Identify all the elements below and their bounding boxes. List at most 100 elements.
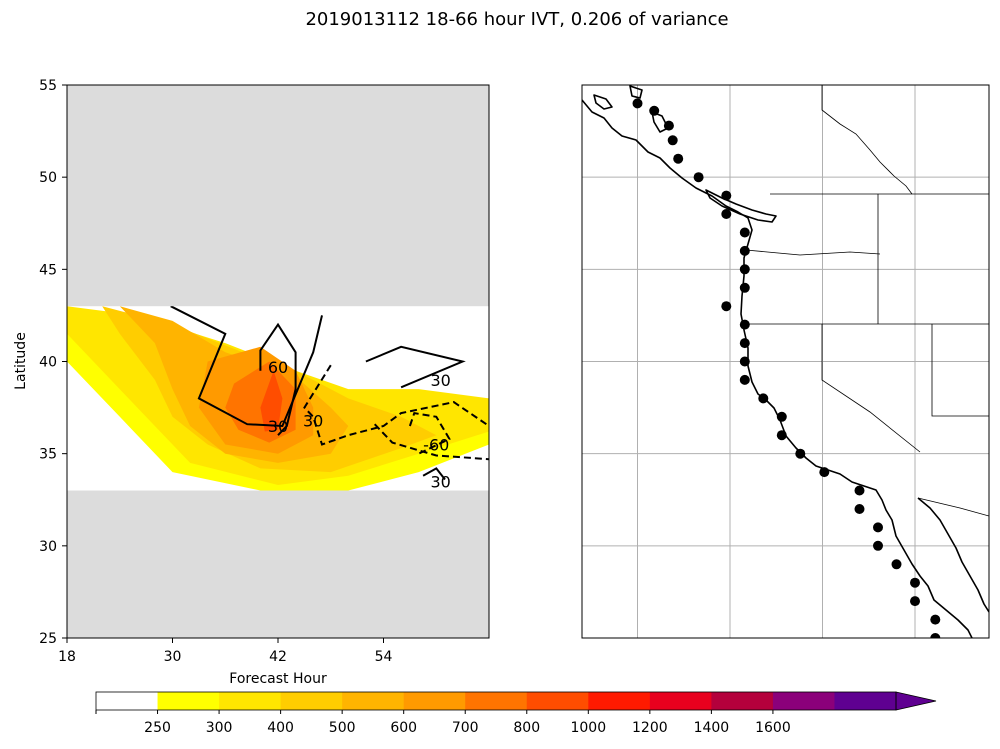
colorbar-tick-label: 600	[390, 720, 417, 736]
contour-labels: 60 30 30 30 30 -60	[268, 358, 451, 491]
colorbar-tick-label: 1400	[694, 720, 730, 736]
y-tick-label: 45	[39, 262, 57, 278]
colorbar-swatch	[526, 692, 589, 710]
x-axis-label: Forecast Hour	[229, 671, 327, 687]
station-marker	[891, 559, 902, 570]
station-marker	[693, 172, 704, 183]
contour-pos-2	[365, 345, 466, 389]
station-marker	[854, 504, 865, 514]
station-markers	[632, 98, 941, 638]
contour-label: 30	[430, 472, 450, 491]
station-marker	[739, 245, 750, 256]
x-tick-label: 30	[164, 649, 182, 665]
station-marker	[819, 467, 830, 478]
station-marker	[910, 596, 920, 607]
station-marker	[776, 411, 787, 422]
political-borders	[744, 85, 989, 517]
colorbar-swatch	[219, 692, 282, 710]
contour-pos-0	[259, 322, 297, 436]
station-marker	[667, 135, 678, 146]
station-marker	[739, 282, 750, 293]
colorbar-swatch	[403, 692, 466, 710]
ivt-band-800	[260, 370, 283, 432]
colorbar-tick-label: 300	[206, 720, 233, 736]
colorbar-tick-label: 400	[267, 720, 294, 736]
station-marker	[873, 540, 883, 551]
y-tick-label: 55	[39, 78, 57, 94]
ivt-fill-bands	[67, 306, 489, 491]
station-marker	[649, 105, 660, 116]
missing-data-mask-top	[67, 85, 489, 307]
station-marker	[663, 120, 674, 131]
station-marker	[873, 522, 883, 533]
contour-label: -60	[423, 435, 449, 454]
colorbar-swatch	[588, 692, 651, 710]
station-marker	[930, 614, 941, 625]
wa-or-border	[745, 249, 881, 256]
station-marker	[721, 209, 732, 219]
contour-neg-5	[408, 411, 451, 455]
y-tick-label: 40	[39, 355, 57, 371]
y-axis-ticks: 25 30 35 40 45 50 55	[39, 78, 67, 647]
colorbar-tick-label: 500	[329, 720, 356, 736]
coastline-north	[582, 99, 973, 638]
colorbar-swatches	[96, 692, 897, 710]
colorbar-tick-label: 1200	[632, 720, 668, 736]
y-tick-label: 35	[39, 447, 57, 463]
station-marker	[721, 301, 732, 312]
y-tick-label: 25	[39, 631, 57, 647]
nv-az-border	[931, 324, 989, 417]
colorbar-swatch	[772, 692, 835, 710]
contour-pos-1	[170, 305, 323, 428]
station-marker	[739, 264, 750, 275]
station-marker	[739, 374, 750, 385]
station-marker	[632, 98, 643, 109]
station-map-panel	[581, 84, 990, 639]
island-2	[629, 85, 643, 99]
contour-label: 30	[430, 371, 450, 390]
ivt-hovmoller-panel: 60 30 30 30 30 -60 18 30 42 54 25 30 35 40 45 50 55 Fo…	[13, 78, 490, 687]
island-1	[593, 94, 613, 110]
x-axis-ticks: 18 30 42 54	[58, 638, 392, 665]
colorbar-tick-label: 800	[513, 720, 540, 736]
ca-nv-border	[821, 324, 921, 453]
station-marker	[930, 633, 941, 638]
colorbar-swatch	[96, 692, 159, 710]
colorbar-tick-label: 700	[452, 720, 479, 736]
station-marker	[721, 190, 732, 201]
colorbar-tick-label: 1000	[570, 720, 606, 736]
us-mexico-border	[917, 497, 989, 517]
anomaly-contours	[170, 305, 489, 481]
map-gridlines	[582, 85, 989, 638]
contour-label: 60	[268, 358, 288, 377]
map-frame	[581, 84, 990, 639]
station-marker	[795, 448, 806, 459]
colorbar-swatch	[711, 692, 774, 710]
station-marker	[739, 356, 750, 367]
contour-neg-4	[303, 364, 489, 446]
contour-neg-6	[373, 423, 489, 461]
island-3	[651, 111, 669, 133]
ab-border	[821, 85, 913, 195]
vancouver-island	[705, 189, 777, 223]
missing-data-mask-bottom	[67, 490, 489, 638]
y-tick-label: 30	[39, 539, 57, 555]
colorbar-swatch	[157, 692, 220, 710]
station-marker	[910, 577, 920, 588]
station-marker	[758, 393, 769, 404]
x-tick-label: 54	[375, 649, 393, 665]
colorbar-swatch	[834, 692, 897, 710]
colorbar-swatch	[465, 692, 528, 710]
colorbar-swatch	[649, 692, 712, 710]
station-marker	[739, 227, 750, 238]
colorbar-swatch	[280, 692, 343, 710]
colorbar: 250 300 400 500 600 700 800 1000 1200 1400 1600	[95, 691, 937, 736]
y-tick-label: 50	[39, 170, 57, 186]
colorbar-swatch	[342, 692, 405, 710]
contour-label: 30	[303, 411, 323, 430]
x-tick-label: 42	[269, 649, 287, 665]
x-tick-label: 18	[58, 649, 76, 665]
station-marker	[776, 430, 787, 441]
colorbar-frame	[95, 691, 897, 711]
